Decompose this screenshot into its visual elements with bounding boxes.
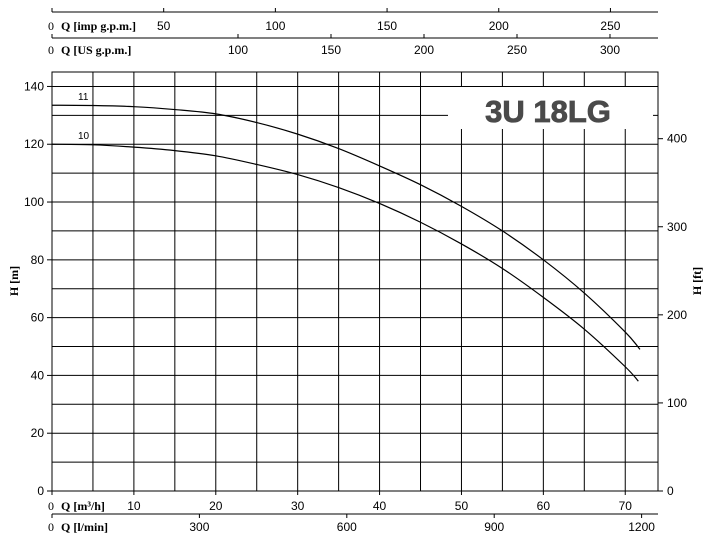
y2-tick-label: 400 <box>667 132 687 146</box>
title-background <box>448 87 653 129</box>
y-tick-label: 100 <box>24 195 44 209</box>
y-axis-right: 0 100 200 300 400 <box>658 132 687 498</box>
chart-title: 3U 18LG <box>485 94 611 129</box>
y2-tick-label: 100 <box>667 396 687 410</box>
x-axis-us-gpm-tick-label: 200 <box>414 43 434 57</box>
x-axis-imp-gpm-tick-label: 250 <box>600 19 620 33</box>
x-axis-us-gpm-tick-label: 300 <box>600 43 620 57</box>
title-box: 3U 18LG <box>448 87 653 129</box>
x-axis-us-gpm-tick-label: 250 <box>507 43 527 57</box>
x-axis-imp-gpm-tick-label: 150 <box>377 19 397 33</box>
x-axis-lmin-tick-label: 600 <box>337 520 357 534</box>
x-axis-m3h-tick-label: 70 <box>619 499 633 513</box>
curve-label-10: 10 <box>78 131 90 142</box>
grid-lines <box>52 72 658 491</box>
x-axis-m3h-tick-label: 20 <box>209 499 223 513</box>
x-axis-lmin-tick-label: 300 <box>189 520 209 534</box>
y-tick-label: 140 <box>24 79 44 93</box>
y-tick-label: 0 <box>37 484 44 498</box>
y2-tick-label: 200 <box>667 308 687 322</box>
y2-tick-label: 0 <box>667 484 674 498</box>
x-axis-lmin-tick-label: 1200 <box>628 520 655 534</box>
y-tick-label: 20 <box>31 426 45 440</box>
x-axis-m3h-tick-label: 30 <box>291 499 305 513</box>
x-axis-us-gpm-tick-label: 150 <box>321 43 341 57</box>
x-axis-imp-gpm-tick-label: 50 <box>157 19 171 33</box>
top-axes: 0 50 100 150 200 250 Q [imp g.p.m.] 0 100 150 200 2… <box>48 8 658 57</box>
y-axis-left: 0 20 40 60 80 100 120 140 <box>24 79 52 498</box>
x-axis-imp-gpm-axis-label: Q [imp g.p.m.] <box>61 19 136 33</box>
curves: 11 10 <box>51 92 641 382</box>
x-axis-us-gpm-axis-label: Q [US g.p.m.] <box>61 43 131 57</box>
curve-label-11: 11 <box>78 92 89 103</box>
y-tick-label: 40 <box>31 368 45 382</box>
y-tick-label: 120 <box>24 137 44 151</box>
bottom-axes: 0 10 20 30 40 50 60 70 Q [m³/h] 0 300 600 900 1200 Q [… <box>48 490 658 534</box>
x-axis-m3h-tick-label: 50 <box>455 499 469 513</box>
y-tick-label: 80 <box>31 253 45 267</box>
x-axis-m3h-axis-label: Q [m³/h] <box>61 499 105 513</box>
y2-tick-label: 300 <box>667 220 687 234</box>
x-axis-m3h-tick-label: 60 <box>537 499 551 513</box>
x-axis-imp-gpm-tick-label: 100 <box>265 19 285 33</box>
y-axis-label: H [m] <box>7 266 21 296</box>
curve-11 <box>51 104 641 350</box>
x-axis-lmin-tick-label: 0 <box>48 520 54 534</box>
x-axis-imp-gpm-tick-label: 0 <box>48 19 54 33</box>
x-axis-imp-gpm-tick-label: 200 <box>489 19 509 33</box>
y-tick-label: 60 <box>31 311 45 325</box>
x-axis-m3h-tick-label: 0 <box>48 499 54 513</box>
x-axis-m3h-tick-label: 40 <box>373 499 387 513</box>
x-axis-lmin-axis-label: Q [l/min] <box>61 520 108 534</box>
x-axis-lmin-tick-label: 900 <box>484 520 504 534</box>
curve-10 <box>51 143 639 382</box>
plot-frame <box>51 71 659 492</box>
x-axis-m3h-tick-label: 10 <box>127 499 141 513</box>
x-axis-us-gpm-tick-label: 100 <box>228 43 248 57</box>
y2-axis-label: H [ft] <box>690 267 704 295</box>
x-axis-us-gpm-tick-label: 0 <box>48 43 54 57</box>
